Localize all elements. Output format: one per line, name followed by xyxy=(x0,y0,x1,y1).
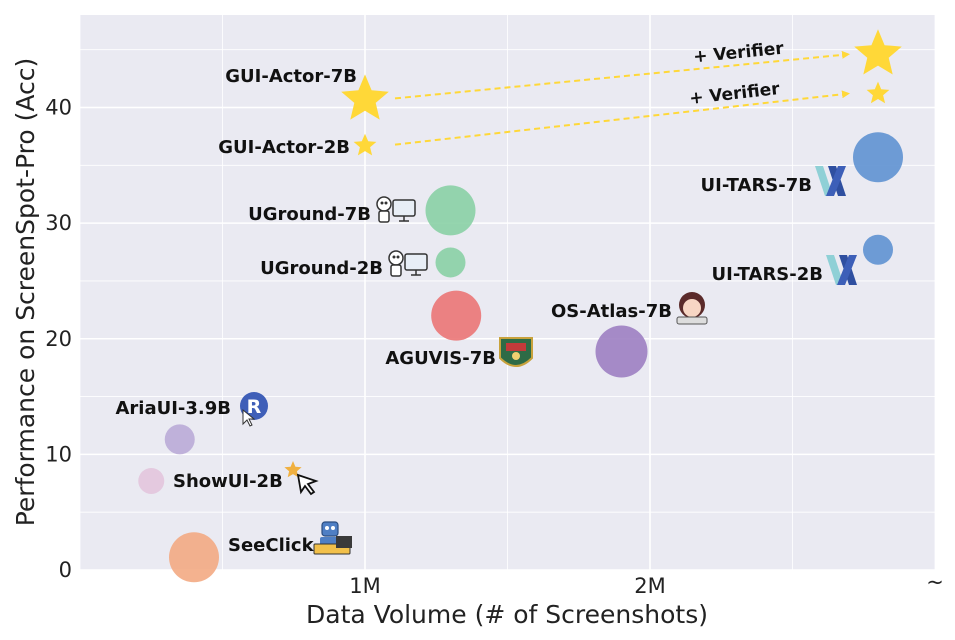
grid xyxy=(79,15,936,571)
robot-head xyxy=(388,250,404,266)
sparkle xyxy=(284,461,302,478)
model-label: AriaUI-3.9B xyxy=(115,398,231,419)
bubble-marker xyxy=(853,132,903,183)
robot-eye xyxy=(325,526,329,530)
ui-tars-logo-icon xyxy=(826,255,857,285)
bubble-marker xyxy=(435,247,466,278)
robot-head xyxy=(376,196,392,212)
model-label: UGround-7B xyxy=(248,204,371,225)
verifier-arrow xyxy=(394,50,850,100)
y-tick-label: 10 xyxy=(45,442,72,466)
star-marker xyxy=(866,81,890,104)
axis-ticks: 0 10 20 30 40 1M 2M ~ xyxy=(45,96,944,599)
x-axis-title: Data Volume (# of Screenshots) xyxy=(306,600,708,629)
robot-eye xyxy=(380,201,384,205)
robot-body xyxy=(390,264,402,277)
x-tick-label: 1M xyxy=(349,574,380,598)
bubble-marker xyxy=(863,234,893,265)
anime-avatar-icon xyxy=(676,292,708,325)
robot-computer-icon xyxy=(376,196,416,223)
model-label: UI-TARS-2B xyxy=(712,264,824,285)
ui-tars-logo-icon xyxy=(815,166,846,196)
robot-computer-icon xyxy=(388,250,428,277)
crest-emblem xyxy=(512,352,520,360)
sparkle-cursor-icon xyxy=(284,461,319,496)
bubble-marker xyxy=(425,185,476,236)
star-marker xyxy=(353,133,377,156)
logo-stroke xyxy=(815,166,833,196)
star-marker xyxy=(341,74,389,120)
bubble-marker xyxy=(169,532,219,583)
x-axis-break-label: ~ xyxy=(926,570,944,594)
y-axis-title: Performance on ScreenSpot-Pro (Acc) xyxy=(11,58,40,527)
robot-head xyxy=(321,521,339,537)
avatar-face xyxy=(683,299,701,317)
y-tick-label: 20 xyxy=(45,327,72,351)
y-tick-label: 0 xyxy=(59,558,72,582)
monitor xyxy=(404,253,428,271)
robot-eye xyxy=(396,255,400,259)
university-crest-icon xyxy=(499,337,533,367)
robot-laptop-icon xyxy=(313,521,352,555)
bubble-marker xyxy=(138,467,165,494)
model-label: AGUVIS-7B xyxy=(385,348,496,369)
avatar-laptop xyxy=(676,316,708,325)
robot-eye xyxy=(384,201,388,205)
robot-eye xyxy=(392,255,396,259)
model-label: GUI-Actor-2B xyxy=(218,137,350,158)
verifier-arrow xyxy=(394,90,850,146)
monitor xyxy=(392,199,416,217)
model-label: SeeClick xyxy=(228,535,315,556)
y-tick-label: 40 xyxy=(45,96,72,120)
robot-eye xyxy=(331,526,335,530)
robot-body xyxy=(378,210,390,223)
star-marker xyxy=(854,29,902,75)
logo-stroke xyxy=(826,255,844,285)
bubble-marker xyxy=(431,290,482,341)
y-tick-label: 30 xyxy=(45,211,72,235)
hand-cursor xyxy=(242,408,256,427)
data-points xyxy=(138,29,903,583)
model-label: ShowUI-2B xyxy=(173,471,283,492)
bubble-marker xyxy=(164,424,195,455)
model-label: OS-Atlas-7B xyxy=(551,301,672,322)
point-labels: GUI-Actor-7B GUI-Actor-2B UI-TARS-7B UI-TAR… xyxy=(115,66,857,556)
logo-stroke xyxy=(826,166,846,196)
model-label: UI-TARS-7B xyxy=(701,175,813,196)
arrow-cursor xyxy=(296,473,319,496)
model-label: GUI-Actor-7B xyxy=(225,66,357,87)
logo-stroke xyxy=(837,255,857,285)
laptop-screen xyxy=(336,536,352,548)
x-tick-label: 2M xyxy=(634,574,665,598)
aria-r-cursor-icon: R xyxy=(240,392,268,427)
crest-band xyxy=(506,343,526,351)
aria-letter-glyph: R xyxy=(247,396,262,418)
model-label: UGround-2B xyxy=(260,258,383,279)
bubble-marker xyxy=(595,325,648,378)
